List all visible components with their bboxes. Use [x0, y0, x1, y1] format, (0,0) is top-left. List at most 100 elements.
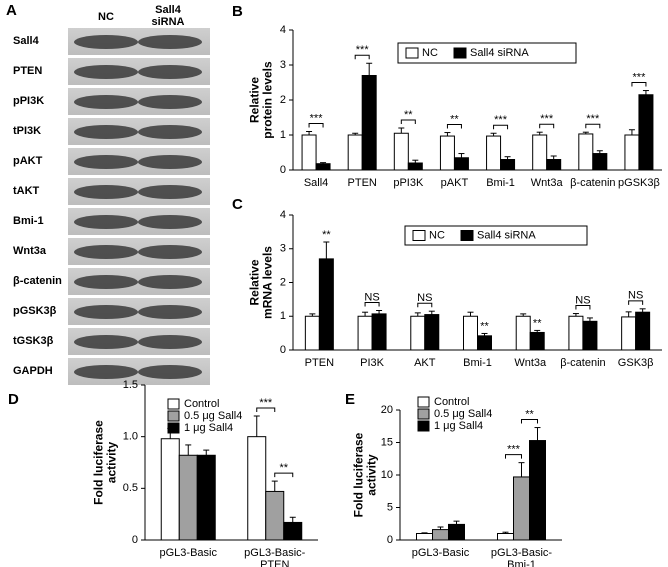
- y-tick-label: 20: [381, 404, 393, 416]
- y-tick-label: 1: [280, 310, 286, 322]
- x-tick-label: pGL3-Basic: [412, 547, 470, 559]
- legend-label: Control: [184, 398, 219, 410]
- y-axis-label: activity: [105, 441, 119, 483]
- significance-label: ***: [540, 113, 554, 125]
- significance-label: **: [450, 113, 459, 125]
- y-tick-label: 15: [381, 436, 393, 448]
- bar: [529, 440, 546, 541]
- significance-label: ***: [356, 44, 370, 56]
- x-tick-label: PTEN: [260, 559, 289, 567]
- bar: [265, 490, 285, 541]
- bar: [361, 75, 377, 171]
- bar: [439, 135, 455, 171]
- blot-band: [138, 365, 202, 379]
- legend-label: Control: [434, 396, 469, 408]
- bar: [304, 315, 320, 351]
- significance-bracket: [521, 419, 538, 424]
- significance-bracket: [628, 300, 644, 305]
- bar: [453, 157, 469, 171]
- blot-label: Bmi-1: [13, 215, 44, 227]
- blot-band: [138, 185, 202, 199]
- bar: [448, 523, 465, 541]
- blot-band: [138, 275, 202, 289]
- x-tick-label: AKT: [414, 357, 436, 369]
- significance-label: **: [279, 462, 288, 474]
- blot-band: [74, 65, 138, 79]
- blot-label: pPI3K: [13, 95, 44, 107]
- x-tick-label: pGL3-Basic-: [491, 547, 552, 559]
- significance-bracket: [631, 82, 647, 87]
- blot-band: [74, 275, 138, 289]
- bar: [371, 313, 387, 351]
- blot-band: [74, 155, 138, 169]
- y-tick-label: 0: [280, 164, 286, 176]
- significance-label: **: [322, 229, 331, 241]
- blot-band: [74, 335, 138, 349]
- bar: [160, 438, 180, 541]
- legend-label: 0.5 μg Sall4: [184, 410, 242, 422]
- bar: [582, 320, 598, 351]
- significance-bracket: [417, 302, 433, 308]
- legend-swatch: [417, 396, 430, 408]
- bar: [532, 134, 548, 171]
- x-tick-label: Bmi-1: [463, 357, 492, 369]
- bar: [497, 533, 514, 541]
- blot-label: pAKT: [13, 155, 43, 167]
- blot-band: [138, 35, 202, 49]
- bar: [624, 134, 640, 171]
- y-axis-label: Relative: [248, 259, 262, 305]
- blot-band: [138, 335, 202, 349]
- blot-label: β-catenin: [13, 275, 62, 287]
- x-tick-label: PI3K: [360, 357, 385, 369]
- bar: [301, 134, 317, 171]
- blot-band: [138, 65, 202, 79]
- y-tick-label: 5: [387, 501, 393, 513]
- significance-label: **: [480, 320, 489, 332]
- y-tick-label: 1.5: [123, 379, 138, 391]
- blot-band: [74, 185, 138, 199]
- y-tick-label: 1: [280, 129, 286, 141]
- blot-label: pGSK3β: [13, 305, 57, 317]
- y-axis-label: Relative: [248, 77, 262, 123]
- significance-bracket: [539, 123, 555, 129]
- x-tick-label: pPI3K: [393, 177, 424, 189]
- significance-label: **: [533, 317, 542, 329]
- bar: [347, 134, 363, 171]
- significance-bracket: [308, 123, 324, 128]
- bar: [463, 315, 478, 351]
- y-tick-label: 0: [387, 534, 393, 546]
- bar: [515, 315, 531, 351]
- y-tick-label: 4: [280, 209, 286, 221]
- bar: [410, 315, 426, 351]
- legend-label: 1 μg Sall4: [434, 420, 483, 432]
- blot-label: GAPDH: [13, 365, 53, 377]
- y-tick-label: 1.0: [123, 431, 138, 443]
- x-tick-label: pAKT: [441, 177, 469, 189]
- x-tick-label: pGL3-Basic-: [244, 547, 305, 559]
- panel-letter: D: [8, 391, 19, 408]
- legend-box: [397, 42, 577, 64]
- bar: [592, 153, 608, 171]
- bar: [393, 132, 409, 171]
- y-axis-label: protein levels: [261, 61, 275, 139]
- blot-label: tPI3K: [13, 125, 41, 137]
- column-header: NC: [98, 11, 114, 23]
- bar: [513, 476, 530, 541]
- significance-bracket: [493, 124, 509, 130]
- legend-swatch: [417, 420, 430, 432]
- y-tick-label: 0: [280, 344, 286, 356]
- x-tick-label: pGSK3β: [618, 177, 660, 189]
- panel-letter: C: [232, 196, 243, 213]
- significance-bracket: [585, 123, 601, 129]
- blot-band: [138, 215, 202, 229]
- legend-swatch: [167, 398, 180, 410]
- significance-label: NS: [417, 292, 432, 304]
- significance-bracket: [256, 407, 276, 412]
- significance-label: ***: [586, 113, 600, 125]
- bar: [529, 331, 545, 351]
- significance-label: ***: [633, 71, 647, 83]
- bar: [196, 454, 216, 541]
- bar: [578, 133, 594, 171]
- bar: [486, 135, 502, 171]
- blot-band: [74, 365, 138, 379]
